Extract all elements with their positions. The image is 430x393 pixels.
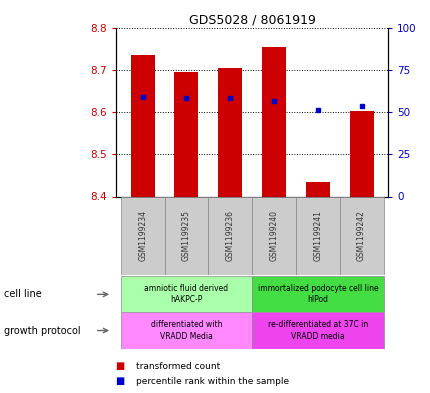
Text: differentiated with
VRADD Media: differentiated with VRADD Media	[150, 320, 222, 341]
Text: GSM1199236: GSM1199236	[225, 210, 234, 261]
Bar	[130, 55, 154, 196]
Bar	[252, 196, 295, 275]
Bar	[120, 196, 164, 275]
Text: growth protocol: growth protocol	[4, 325, 81, 336]
Bar	[120, 312, 252, 349]
Bar	[252, 276, 383, 312]
Title: GDS5028 / 8061919: GDS5028 / 8061919	[188, 13, 315, 26]
Text: GSM1199234: GSM1199234	[138, 210, 147, 261]
Bar	[295, 196, 339, 275]
Text: ■: ■	[116, 376, 129, 386]
Text: GSM1199241: GSM1199241	[313, 210, 322, 261]
Bar	[261, 46, 286, 196]
Text: re-differentiated at 37C in
VRADD media: re-differentiated at 37C in VRADD media	[267, 320, 367, 341]
Text: amniotic fluid derived
hAKPC-P: amniotic fluid derived hAKPC-P	[144, 284, 228, 305]
Text: immortalized podocyte cell line
hIPod: immortalized podocyte cell line hIPod	[257, 284, 377, 305]
Text: percentile rank within the sample: percentile rank within the sample	[135, 377, 288, 386]
Bar	[208, 196, 252, 275]
Bar	[305, 182, 329, 196]
Text: GSM1199235: GSM1199235	[181, 210, 190, 261]
Bar	[339, 196, 383, 275]
Text: transformed count: transformed count	[135, 362, 219, 371]
Bar	[164, 196, 208, 275]
Bar	[120, 276, 252, 312]
Bar	[349, 111, 373, 196]
Bar	[174, 72, 198, 196]
Text: GSM1199242: GSM1199242	[356, 210, 365, 261]
Text: cell line: cell line	[4, 289, 42, 299]
Bar	[252, 312, 383, 349]
Bar	[218, 68, 242, 196]
Text: GSM1199240: GSM1199240	[269, 210, 278, 261]
Text: ■: ■	[116, 361, 129, 371]
